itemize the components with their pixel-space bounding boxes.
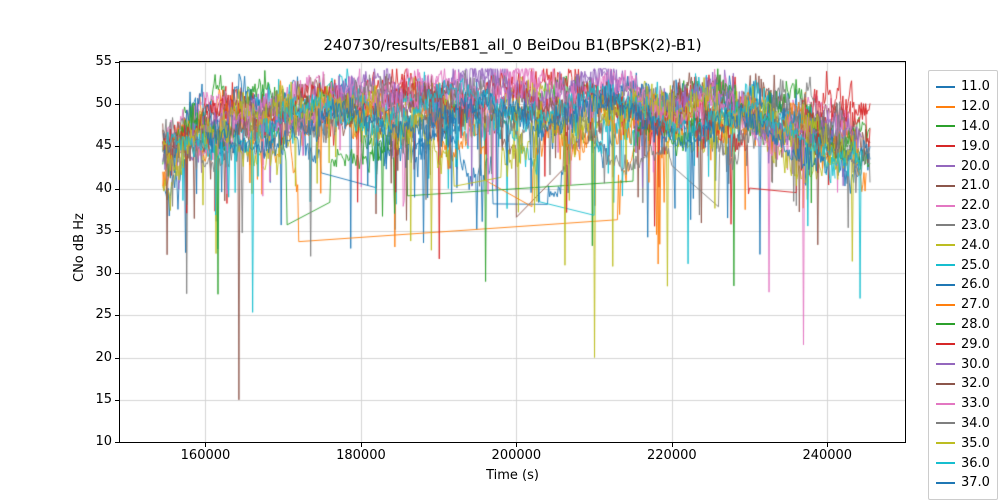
legend-line-sample xyxy=(936,125,955,128)
legend-item: 11.0 xyxy=(936,77,991,97)
legend-label: 28.0 xyxy=(961,316,990,332)
legend-item: 28.0 xyxy=(936,315,991,335)
legend-line-sample xyxy=(936,145,955,148)
y-tick-label: 25 xyxy=(95,307,112,323)
y-tick-label: 40 xyxy=(95,180,112,196)
legend-label: 21.0 xyxy=(961,178,990,194)
legend-item: 12.0 xyxy=(936,97,991,117)
y-tick-label: 45 xyxy=(95,138,112,154)
legend-label: 29.0 xyxy=(961,336,990,352)
plot-area xyxy=(119,61,906,443)
legend-item: 30.0 xyxy=(936,354,991,374)
x-tick-label: 180000 xyxy=(336,448,386,463)
x-tick-mark xyxy=(827,443,829,447)
legend-item: 22.0 xyxy=(936,196,991,216)
legend-label: 35.0 xyxy=(961,435,990,451)
legend: 11.0 12.0 14.0 19.0 20.0 21.0 22.0 23.0 24.0 25.0… xyxy=(928,70,998,500)
legend-label: 11.0 xyxy=(961,79,990,95)
legend-line-sample xyxy=(936,422,955,425)
legend-line-sample xyxy=(936,363,955,366)
x-tick-label: 200000 xyxy=(491,448,542,463)
x-tick-mark xyxy=(671,443,673,447)
x-tick-mark xyxy=(205,443,207,447)
legend-item: 33.0 xyxy=(936,394,991,414)
legend-label: 34.0 xyxy=(961,415,990,431)
legend-item: 19.0 xyxy=(936,136,991,156)
legend-label: 36.0 xyxy=(961,455,990,471)
legend-line-sample xyxy=(936,442,955,445)
legend-item: 21.0 xyxy=(936,176,991,196)
legend-label: 22.0 xyxy=(961,198,990,214)
y-tick-label: 55 xyxy=(95,54,112,69)
y-tick-label: 35 xyxy=(95,222,112,238)
legend-label: 30.0 xyxy=(961,356,990,372)
legend-label: 23.0 xyxy=(961,217,990,233)
legend-item: 35.0 xyxy=(936,433,991,453)
y-tick-label: 10 xyxy=(95,434,112,449)
legend-item: 36.0 xyxy=(936,453,991,473)
x-tick-label: 160000 xyxy=(180,448,231,463)
x-tick-mark xyxy=(516,443,518,447)
y-tick-mark xyxy=(115,230,119,232)
legend-line-sample xyxy=(936,204,955,207)
y-tick-mark xyxy=(115,146,119,148)
legend-label: 12.0 xyxy=(961,99,990,115)
legend-item: 23.0 xyxy=(936,216,991,236)
legend-line-sample xyxy=(936,323,955,326)
y-tick-mark xyxy=(115,273,119,275)
legend-item: 29.0 xyxy=(936,334,991,354)
legend-line-sample xyxy=(936,85,955,88)
chart-title: 240730/results/EB81_all_0 BeiDou B1(BPSK… xyxy=(323,36,702,54)
y-tick-label: 15 xyxy=(95,391,112,407)
legend-item: 34.0 xyxy=(936,414,991,434)
legend-line-sample xyxy=(936,283,955,286)
legend-label: 19.0 xyxy=(961,138,990,154)
y-tick-label: 20 xyxy=(95,349,112,365)
y-tick-mark xyxy=(115,62,119,63)
legend-line-sample xyxy=(936,402,955,405)
legend-line-sample xyxy=(936,481,955,484)
x-axis-label: Time (s) xyxy=(486,468,539,483)
legend-label: 25.0 xyxy=(961,257,990,273)
y-tick-mark xyxy=(115,188,119,190)
legend-item: 26.0 xyxy=(936,275,991,295)
legend-line-sample xyxy=(936,165,955,168)
y-tick-mark xyxy=(115,104,119,106)
legend-label: 14.0 xyxy=(961,118,990,134)
legend-line-sample xyxy=(936,264,955,267)
y-tick-mark xyxy=(115,442,119,443)
legend-item: 32.0 xyxy=(936,374,991,394)
legend-item: 25.0 xyxy=(936,255,991,275)
y-tick-mark xyxy=(115,315,119,317)
legend-label: 32.0 xyxy=(961,376,990,392)
legend-label: 37.0 xyxy=(961,475,990,491)
y-tick-mark xyxy=(115,399,119,401)
legend-label: 20.0 xyxy=(961,158,990,174)
legend-item: 20.0 xyxy=(936,156,991,176)
legend-line-sample xyxy=(936,224,955,227)
legend-label: 24.0 xyxy=(961,237,990,253)
plot-canvas xyxy=(120,62,905,442)
y-tick-label: 30 xyxy=(95,265,112,281)
x-tick-mark xyxy=(360,443,362,447)
legend-label: 33.0 xyxy=(961,396,990,412)
legend-line-sample xyxy=(936,382,955,385)
legend-item: 24.0 xyxy=(936,235,991,255)
legend-line-sample xyxy=(936,303,955,306)
legend-line-sample xyxy=(936,244,955,247)
legend-item: 37.0 xyxy=(936,473,991,493)
legend-line-sample xyxy=(936,184,955,187)
y-tick-label: 50 xyxy=(95,96,112,112)
x-tick-label: 220000 xyxy=(647,448,697,463)
x-tick-label: 240000 xyxy=(802,448,853,463)
legend-item: 27.0 xyxy=(936,295,991,315)
y-tick-mark xyxy=(115,357,119,359)
legend-item: 14.0 xyxy=(936,117,991,137)
legend-label: 26.0 xyxy=(961,277,990,293)
legend-line-sample xyxy=(936,343,955,346)
legend-line-sample xyxy=(936,105,955,108)
legend-label: 27.0 xyxy=(961,297,990,313)
legend-line-sample xyxy=(936,462,955,465)
